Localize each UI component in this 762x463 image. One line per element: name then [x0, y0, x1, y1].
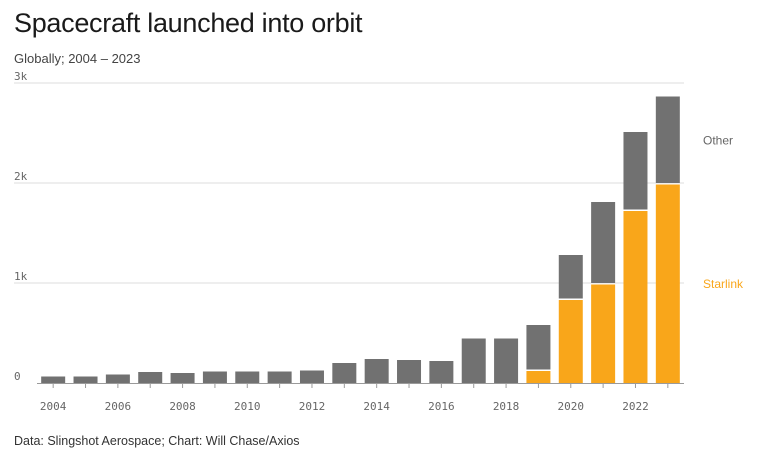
x-tick-label: 2008: [169, 400, 196, 413]
y-tick-label: 0: [14, 370, 21, 383]
bar-other-2007: [138, 372, 163, 383]
x-tick-label: 2014: [363, 400, 390, 413]
source-note: Data: Slingshot Aerospace; Chart: Will C…: [14, 434, 300, 448]
y-tick-label: 2k: [14, 170, 28, 183]
bar-group-2005: [73, 376, 98, 383]
bar-group-2015: [397, 360, 422, 383]
legend-label-starlink: Starlink: [703, 277, 744, 291]
bar-other-2021: [591, 202, 616, 283]
bar-other-2014: [364, 359, 389, 383]
x-tick-label: 2020: [558, 400, 585, 413]
bar-other-2019: [526, 325, 551, 370]
bar-other-2013: [332, 363, 357, 383]
x-tick-label: 2016: [428, 400, 455, 413]
x-tick-label: 2022: [622, 400, 649, 413]
bar-other-2016: [429, 361, 454, 383]
bar-other-2017: [461, 338, 486, 383]
bar-starlink-2022: [623, 211, 648, 383]
x-tick-label: 2018: [493, 400, 520, 413]
x-tick-label: 2012: [299, 400, 326, 413]
legend-label-other: Other: [703, 134, 733, 148]
bar-group-2012: [299, 370, 324, 383]
bar-group-2009: [202, 371, 227, 383]
bar-other-2009: [202, 371, 227, 383]
bar-starlink-2023: [655, 184, 680, 383]
y-axis-labels: 0 1k 2k 3k: [14, 70, 28, 383]
bar-starlink-2020: [558, 300, 583, 383]
bar-other-2011: [267, 371, 292, 383]
bar-group-2018: [494, 338, 519, 383]
bar-group-2010: [235, 371, 260, 383]
gridlines: [14, 82, 684, 284]
x-tick-label: 2010: [234, 400, 261, 413]
bar-group-2017: [461, 338, 486, 383]
bar-group-2020: [558, 255, 583, 383]
bars: [41, 96, 680, 383]
bar-group-2021: [591, 202, 616, 383]
bar-group-2008: [170, 373, 195, 383]
bar-group-2014: [364, 359, 389, 383]
bar-other-2005: [73, 376, 98, 383]
bar-other-2018: [494, 338, 519, 383]
bar-other-2012: [299, 370, 324, 383]
bar-group-2022: [623, 132, 648, 383]
bar-group-2006: [105, 374, 130, 383]
x-tick-label: 2004: [40, 400, 67, 413]
bar-group-2023: [655, 96, 680, 383]
bar-group-2007: [138, 372, 163, 383]
x-axis: 2004 2006 2008 2010 2012 2014 2016 2018 2020 2022: [37, 383, 684, 413]
bar-starlink-2019: [526, 371, 551, 383]
bar-other-2022: [623, 132, 648, 210]
bar-other-2004: [41, 376, 66, 383]
bar-starlink-2021: [591, 284, 616, 383]
bar-other-2023: [655, 96, 680, 183]
bar-group-2004: [41, 376, 66, 383]
bar-group-2019: [526, 325, 551, 383]
bar-other-2020: [558, 255, 583, 299]
bar-other-2010: [235, 371, 260, 383]
chart-title: Spacecraft launched into orbit: [14, 8, 363, 38]
bar-group-2013: [332, 363, 357, 383]
bar-other-2006: [105, 374, 130, 383]
y-tick-label: 3k: [14, 70, 28, 83]
bar-group-2016: [429, 361, 454, 383]
bar-other-2015: [397, 360, 422, 383]
x-tick-label: 2006: [105, 400, 132, 413]
bar-group-2011: [267, 371, 292, 383]
chart-subtitle: Globally; 2004 – 2023: [14, 51, 141, 66]
y-tick-label: 1k: [14, 270, 28, 283]
legend: Other Starlink: [703, 134, 744, 291]
bar-other-2008: [170, 373, 195, 383]
